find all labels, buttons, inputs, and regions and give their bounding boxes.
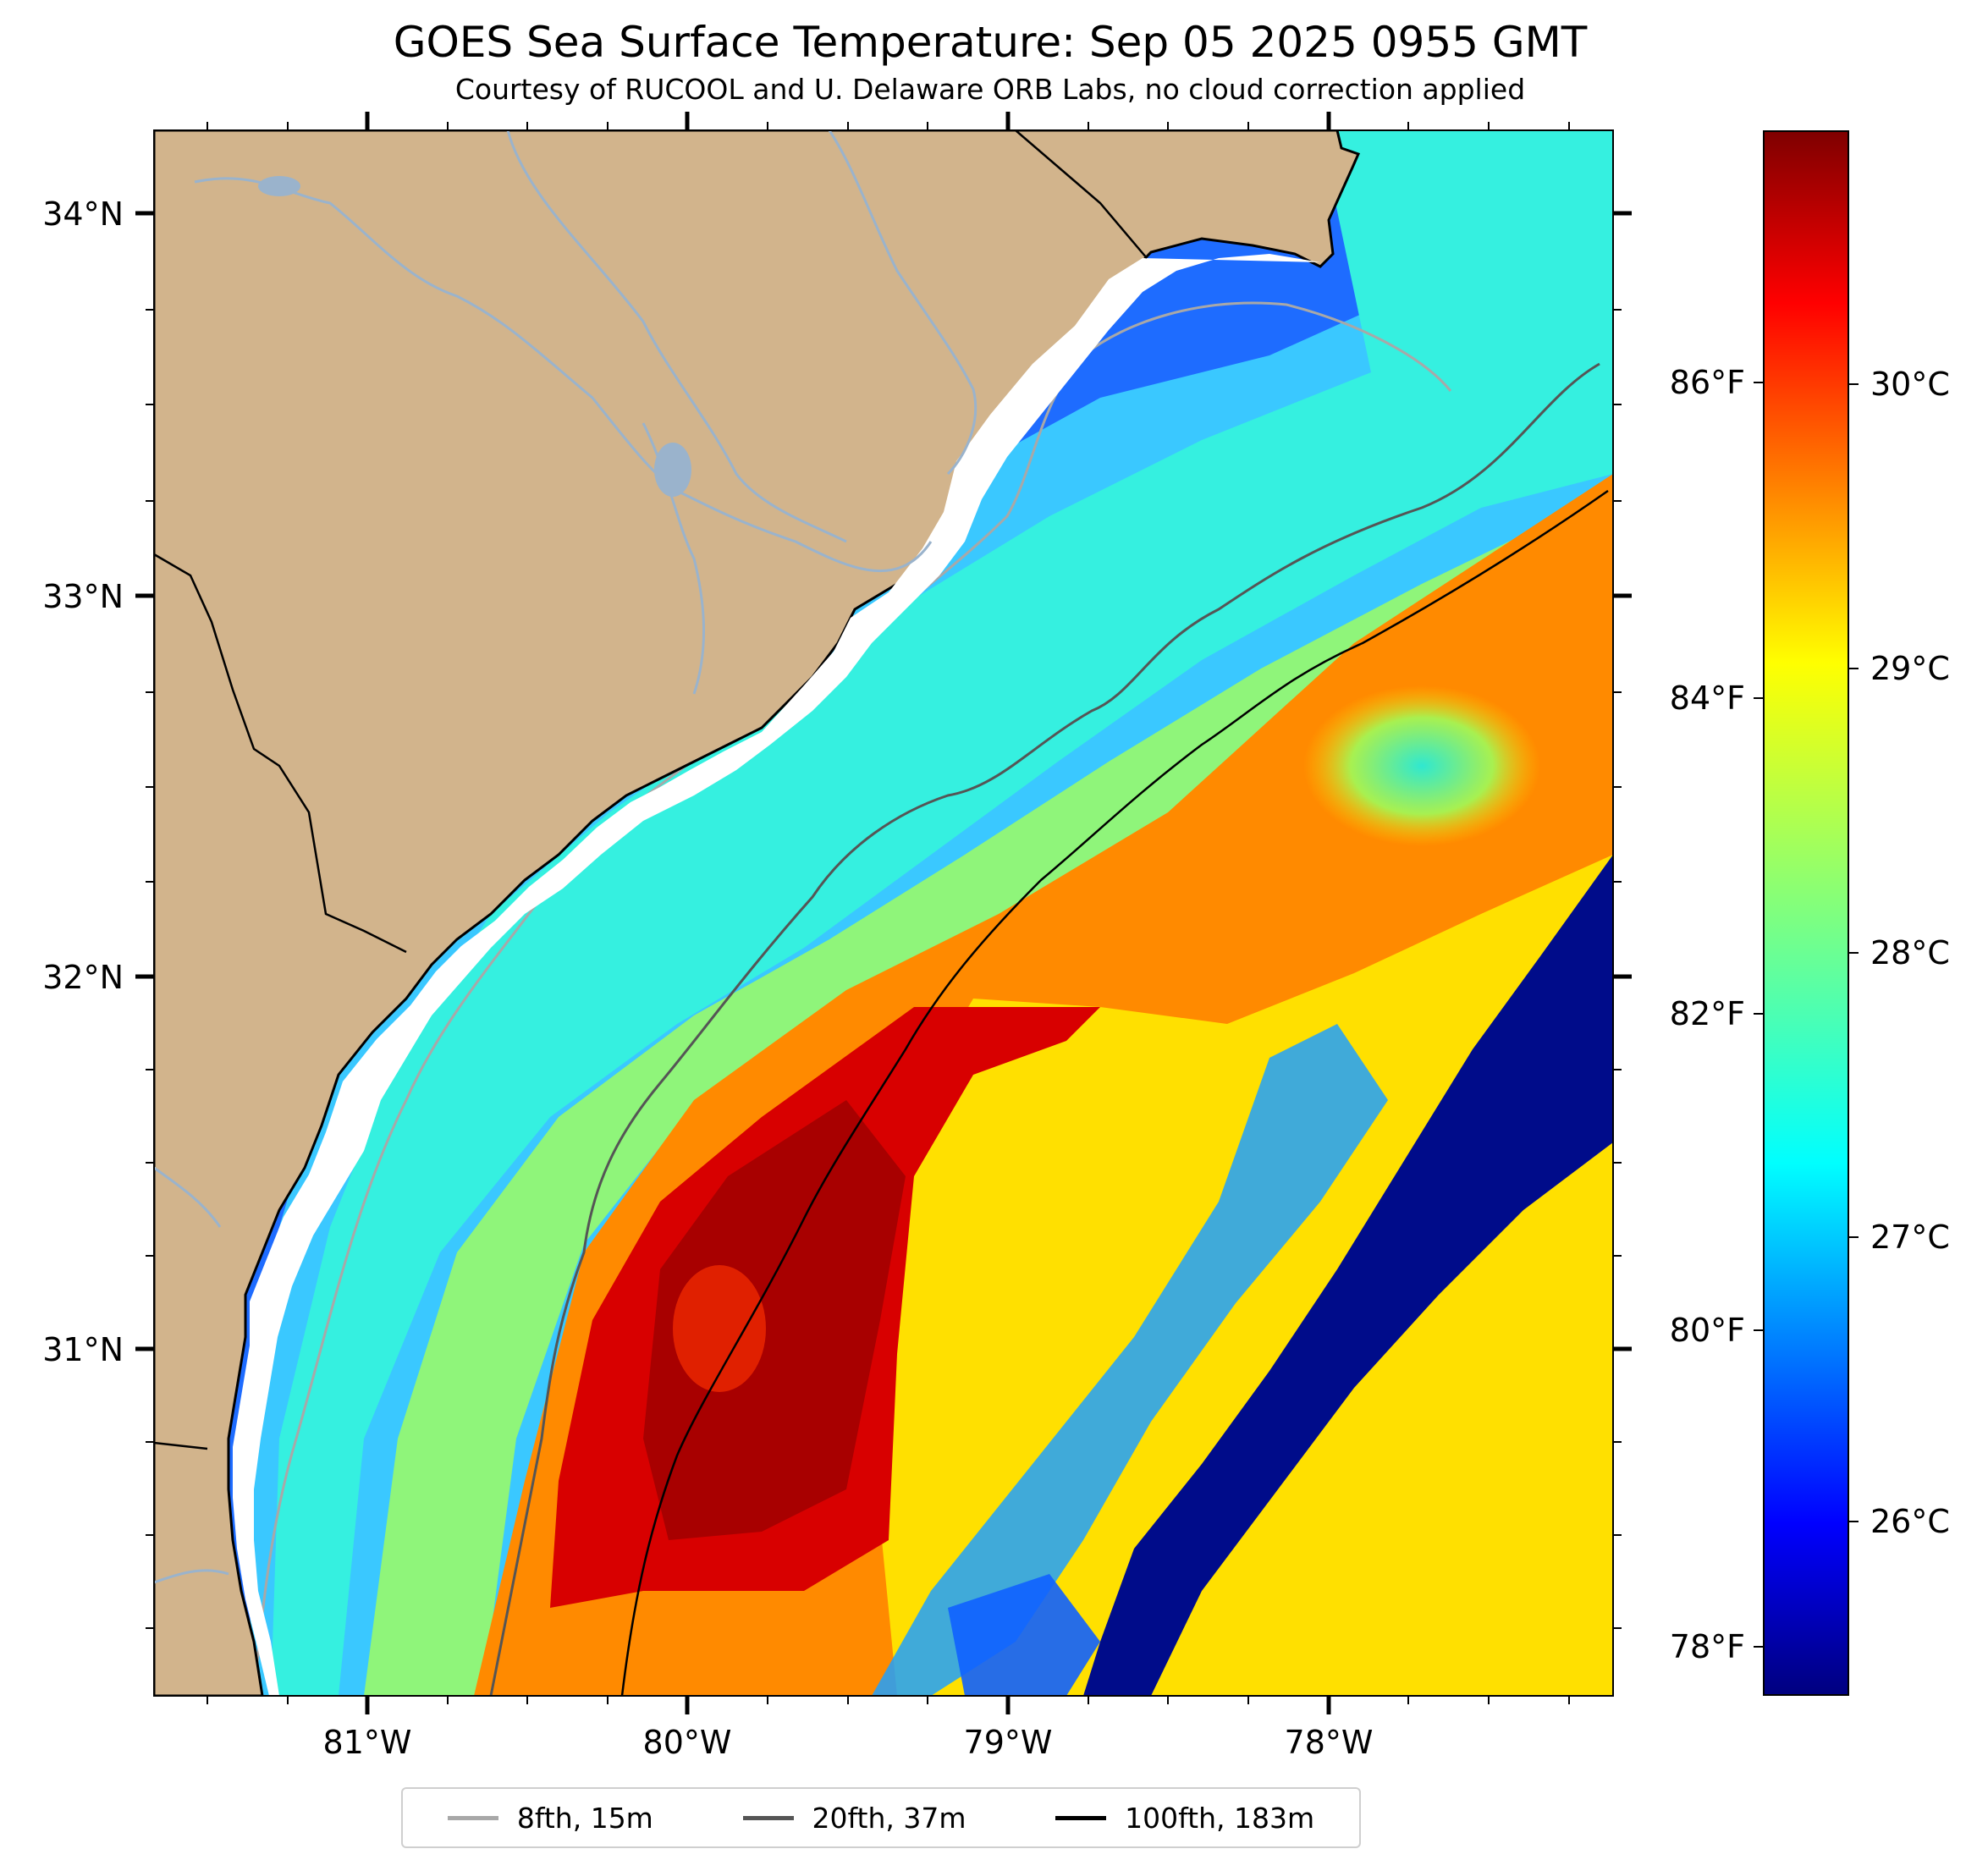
isobath-20fth	[489, 362, 1600, 1696]
lon-minor-ticks	[207, 122, 1570, 1704]
river	[154, 1166, 222, 1228]
lon-ticks	[365, 112, 1331, 1714]
shelf-cyan-band	[271, 130, 1613, 1696]
legend-swatch	[1055, 1815, 1107, 1820]
lat-label: 33°N	[42, 578, 124, 615]
lon-label: 79°W	[964, 1724, 1053, 1761]
river	[506, 130, 847, 543]
legend-label: 100fth, 183m	[1125, 1801, 1315, 1835]
map-frame	[153, 129, 1614, 1697]
legend-item-20fth: 20fth, 37m	[742, 1801, 966, 1835]
state-boundary	[154, 1441, 208, 1450]
legend-swatch	[447, 1815, 498, 1820]
colorbar	[1763, 130, 1849, 1696]
offshore-darkblue-region	[1083, 855, 1613, 1696]
lat-label: 31°N	[42, 1331, 124, 1368]
lon-label: 81°W	[323, 1724, 412, 1761]
legend-item-100fth: 100fth, 183m	[1055, 1802, 1314, 1835]
legend-item-8fth: 8fth, 15m	[447, 1801, 653, 1835]
colorbar-f-label: 84°F	[1670, 680, 1745, 717]
lon-label: 80°W	[643, 1724, 732, 1761]
lat-label: 34°N	[42, 195, 124, 233]
lat-ticks	[135, 211, 1632, 1351]
colorbar-c-label: 28°C	[1870, 934, 1950, 971]
warm-ring	[673, 1265, 766, 1392]
river	[828, 130, 977, 476]
coastal-cold-patch	[948, 1574, 1100, 1696]
legend-label: 20fth, 37m	[812, 1801, 966, 1835]
state-boundary	[1015, 130, 1148, 259]
offshore-eddy	[1303, 685, 1540, 846]
isobath-legend: 8fth, 15m 20fth, 37m 100fth, 183m	[401, 1787, 1361, 1848]
coastal-nodata-strip	[233, 254, 1320, 1696]
colorbar-f-label: 80°F	[1670, 1312, 1745, 1349]
lake	[654, 443, 691, 497]
offshore-cold-filament	[872, 1024, 1388, 1696]
lat-minor-ticks	[146, 309, 1622, 1629]
legend-label: 8fth, 15m	[516, 1801, 653, 1835]
lon-label: 78°W	[1285, 1724, 1374, 1761]
state-boundary	[154, 553, 407, 954]
river	[154, 1569, 229, 1584]
colorbar-c-label: 29°C	[1870, 650, 1950, 687]
lat-label: 32°N	[42, 959, 124, 996]
colorbar-f-label: 82°F	[1670, 995, 1745, 1032]
colorbar-c-label: 26°C	[1870, 1503, 1950, 1540]
river	[194, 177, 933, 573]
isobath-100fth	[620, 489, 1609, 1696]
colorbar-f-label: 86°F	[1670, 364, 1745, 401]
sst-map	[154, 130, 1613, 1696]
chart-subtitle: Courtesy of RUCOOL and U. Delaware ORB L…	[454, 73, 1526, 106]
colorbar-c-ticks	[1848, 383, 1859, 1522]
colorbar-f-ticks	[1754, 382, 1764, 1648]
colorbar-c-label: 30°C	[1870, 366, 1950, 403]
chart-title: GOES Sea Surface Temperature: Sep 05 202…	[393, 18, 1588, 67]
lake	[258, 176, 300, 196]
colorbar-f-label: 78°F	[1670, 1628, 1745, 1665]
land	[154, 130, 1361, 1696]
colorbar-c-label: 27°C	[1870, 1219, 1950, 1256]
legend-swatch	[742, 1815, 794, 1820]
gulf-stream-darkred	[643, 1100, 906, 1540]
